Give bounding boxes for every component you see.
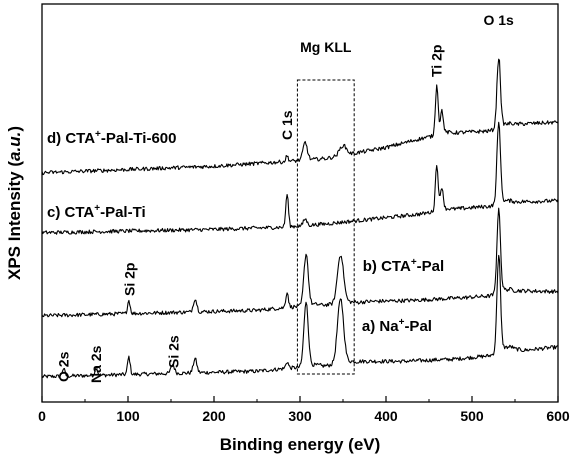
plot-frame bbox=[41, 3, 559, 403]
series-curve bbox=[41, 207, 559, 318]
mg-kll-box bbox=[296, 79, 355, 375]
peak-label: Si 2s bbox=[166, 335, 182, 368]
x-tick-label: 200 bbox=[202, 408, 226, 424]
series-labels: a) Na+-Pal b) CTA+-Pal c) CTA+-Pal-Ti d) CT… bbox=[47, 129, 444, 335]
x-tick-label: 300 bbox=[288, 408, 312, 424]
peak-label: O 2s bbox=[56, 351, 72, 382]
spectra bbox=[41, 58, 559, 379]
peak-label: Na 2s bbox=[88, 345, 104, 383]
peak-label: Si 2p bbox=[122, 263, 138, 296]
peak-label: C 1s bbox=[279, 110, 295, 140]
series-label: c) CTA+-Pal-Ti bbox=[47, 203, 146, 221]
peak-label: Ti 2p bbox=[429, 45, 445, 77]
x-axis-title: Binding energy (eV) bbox=[220, 435, 381, 454]
x-axis-tick-labels: 0 100 200 300 400 500 600 bbox=[38, 408, 570, 424]
mg-kll-label: Mg KLL bbox=[300, 39, 352, 55]
x-tick-label: 600 bbox=[546, 408, 570, 424]
x-tick-label: 100 bbox=[116, 408, 140, 424]
peak-labels: O 2s Na 2s Si 2p Si 2s C 1s Ti 2p O 1s bbox=[56, 12, 515, 383]
series-curve bbox=[41, 121, 559, 235]
series-label: a) Na+-Pal bbox=[362, 317, 432, 335]
peak-label: O 1s bbox=[483, 12, 514, 28]
x-tick-label: 400 bbox=[374, 408, 398, 424]
x-tick-label: 0 bbox=[38, 408, 46, 424]
y-axis-title: XPS Intensity (a.u.) bbox=[5, 126, 24, 280]
series-curve bbox=[41, 254, 559, 379]
series-label: d) CTA+-Pal-Ti-600 bbox=[47, 129, 176, 147]
series-curve bbox=[41, 58, 559, 176]
x-axis-ticks bbox=[41, 396, 559, 402]
x-tick-label: 500 bbox=[460, 408, 484, 424]
series-label: b) CTA+-Pal bbox=[363, 257, 444, 275]
